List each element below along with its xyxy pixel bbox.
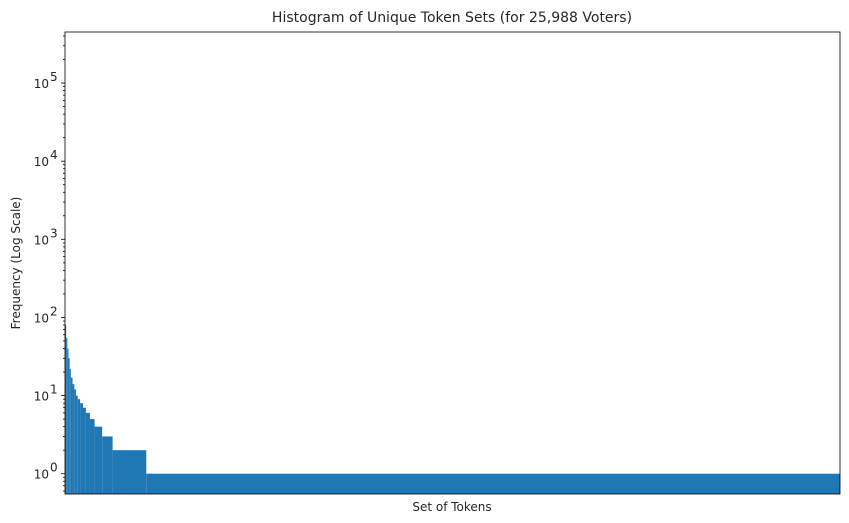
histogram-bar	[146, 473, 840, 494]
histogram-bar	[72, 384, 75, 494]
chart-title: Histogram of Unique Token Sets (for 25,9…	[272, 10, 632, 26]
histogram-bar	[69, 368, 71, 494]
histogram-bar	[85, 412, 90, 494]
x-axis-label: Set of Tokens	[412, 500, 491, 514]
histogram-bar	[68, 358, 70, 494]
histogram-bar	[76, 395, 78, 494]
histogram-bar	[102, 436, 113, 494]
histogram-bar	[94, 426, 103, 494]
histogram-bar	[74, 389, 77, 494]
histogram-bar	[112, 450, 147, 494]
y-tick-label: 10	[34, 390, 49, 404]
histogram-bar	[89, 419, 95, 494]
histogram-bar	[66, 337, 68, 494]
histogram-bar	[82, 407, 86, 494]
y-tick-label: 10	[34, 468, 49, 482]
plot-frame	[64, 31, 841, 495]
y-tick-exponent: 3	[50, 226, 58, 240]
bars-layer	[65, 325, 840, 494]
y-tick-exponent: 0	[50, 461, 58, 475]
y-tick-label: 10	[34, 233, 49, 247]
y-tick-label: 10	[34, 155, 49, 169]
y-tick-exponent: 2	[50, 304, 58, 318]
histogram-bar	[65, 325, 67, 494]
y-tick-exponent: 1	[50, 383, 58, 397]
histogram-bar	[77, 399, 81, 494]
y-tick-label: 10	[34, 311, 49, 325]
y-tick-label: 10	[34, 77, 49, 91]
histogram-bar	[70, 377, 73, 494]
y-tick-exponent: 5	[50, 70, 58, 84]
y-tick-exponent: 4	[50, 148, 58, 162]
histogram-bar	[67, 348, 69, 494]
y-axis-label: Frequency (Log Scale)	[9, 197, 23, 330]
histogram-bar	[80, 403, 83, 494]
